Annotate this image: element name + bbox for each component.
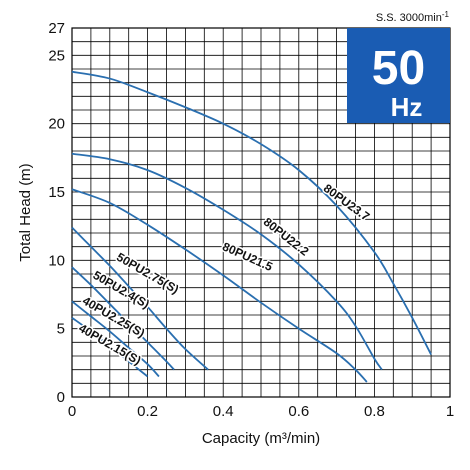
y-tick-label: 20 <box>48 116 65 133</box>
badge-frequency-unit: Hz <box>391 92 423 122</box>
x-tick-label: 1 <box>446 403 454 420</box>
y-tick-label: 5 <box>57 321 65 338</box>
speed-note-text: S.S. 3000min <box>376 12 442 24</box>
series-line-80pu22-2 <box>71 152 383 371</box>
series-group <box>71 70 432 383</box>
curve-label: 80PU21.5 <box>220 239 275 274</box>
series-line-40pu2-25-s- <box>71 300 160 378</box>
series-line-50pu2-4-s- <box>71 266 175 371</box>
curve-label: 80PU22.2 <box>261 215 312 259</box>
speed-note-exponent: -1 <box>442 10 450 19</box>
series-line-40pu2-15-s- <box>71 317 149 378</box>
series-line-80pu23-7 <box>71 70 432 356</box>
y-tick-label: 0 <box>57 389 65 406</box>
y-tick-label: 15 <box>48 184 65 201</box>
y-tick-label: 27 <box>48 20 65 37</box>
x-tick-label: 0.4 <box>213 403 234 420</box>
y-tick-label: 10 <box>48 252 65 269</box>
x-tick-label: 0.2 <box>137 403 158 420</box>
series-line-50pu2-75-s- <box>71 226 209 371</box>
x-tick-label: 0.8 <box>364 403 385 420</box>
series-line-80pu21-5 <box>71 188 368 383</box>
y-axis-label: Total Head (m) <box>17 163 34 261</box>
speed-note: S.S. 3000min-1 <box>376 10 450 24</box>
y-tick-label: 25 <box>48 47 65 64</box>
badge-frequency-value: 50 <box>372 42 425 95</box>
x-tick-label: 0.6 <box>288 403 309 420</box>
badge-background <box>347 28 450 123</box>
plot-frame <box>71 27 451 398</box>
y-tick-labels: 0 5 10 15 20 25 27 <box>48 20 65 406</box>
x-axis-label: Capacity (m³/min) <box>202 430 320 447</box>
x-tick-labels: 0 0.2 0.4 0.6 0.8 1 <box>68 403 454 420</box>
x-tick-label: 0 <box>68 403 76 420</box>
frequency-badge: 50 Hz <box>347 28 450 123</box>
